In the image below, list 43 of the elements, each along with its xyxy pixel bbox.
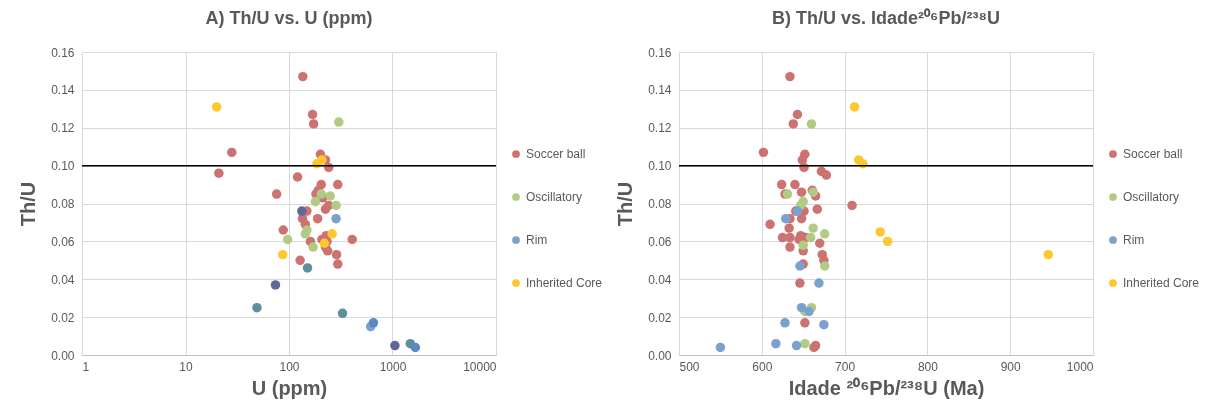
y-axis-title: Th/U bbox=[17, 181, 40, 227]
x-tick-label: 500 bbox=[679, 359, 700, 374]
y-axis-title: Th/U bbox=[614, 181, 637, 227]
y-tick-label: 0.00 bbox=[648, 348, 672, 363]
x-tick-label: 1000 bbox=[379, 359, 407, 374]
legend-label: Inherited Core bbox=[526, 276, 603, 290]
x-tick-label: 1 bbox=[82, 359, 90, 374]
legend-label: Rim bbox=[526, 233, 548, 247]
y-tick-label: 0.12 bbox=[51, 121, 75, 136]
y-tick-label: 0.08 bbox=[648, 197, 672, 211]
y-tick-label: 0.14 bbox=[648, 83, 672, 98]
legend-label: Rim bbox=[1123, 233, 1145, 247]
y-tick-label: 0.10 bbox=[51, 159, 75, 174]
x-axis-title: Idade ²⁰⁶Pb/²³⁸U (Ma) bbox=[788, 376, 985, 399]
x-tick-label: 10000 bbox=[463, 359, 497, 374]
x-axis-title: U (ppm) bbox=[251, 376, 328, 399]
y-tick-label: 0.12 bbox=[648, 121, 672, 136]
x-tick-label: 600 bbox=[752, 359, 773, 374]
y-tick-label: 0.02 bbox=[648, 310, 672, 325]
legend-label: Soccer ball bbox=[526, 147, 586, 161]
chart-title: B) Th/U vs. Idade²⁰⁶Pb/²³⁸U bbox=[772, 8, 1000, 28]
x-tick-label: 1000 bbox=[1066, 359, 1094, 374]
x-tick-label: 10 bbox=[179, 359, 193, 374]
y-tick-label: 0.16 bbox=[51, 45, 75, 60]
y-tick-label: 0.04 bbox=[51, 272, 75, 287]
y-tick-label: 0.16 bbox=[648, 45, 672, 60]
y-tick-label: 0.06 bbox=[648, 234, 672, 249]
x-tick-label: 900 bbox=[1000, 359, 1022, 374]
y-tick-label: 0.10 bbox=[648, 159, 672, 174]
legend-label: Inherited Core bbox=[1123, 276, 1200, 290]
legend-label: Soccer ball bbox=[1123, 147, 1183, 161]
y-tick-label: 0.00 bbox=[51, 348, 75, 363]
y-tick-label: 0.02 bbox=[51, 310, 75, 325]
chart-title: A) Th/U vs. U (ppm) bbox=[205, 8, 373, 28]
x-tick-label: 700 bbox=[835, 359, 856, 374]
y-tick-label: 0.14 bbox=[51, 83, 75, 98]
y-tick-label: 0.08 bbox=[51, 197, 75, 211]
x-tick-label: 100 bbox=[279, 359, 300, 374]
x-tick-label: 800 bbox=[917, 359, 939, 374]
legend-label: Oscillatory bbox=[526, 190, 583, 204]
legend-label: Oscillatory bbox=[1123, 190, 1180, 204]
y-tick-label: 0.04 bbox=[648, 272, 672, 287]
y-tick-label: 0.06 bbox=[51, 234, 75, 249]
